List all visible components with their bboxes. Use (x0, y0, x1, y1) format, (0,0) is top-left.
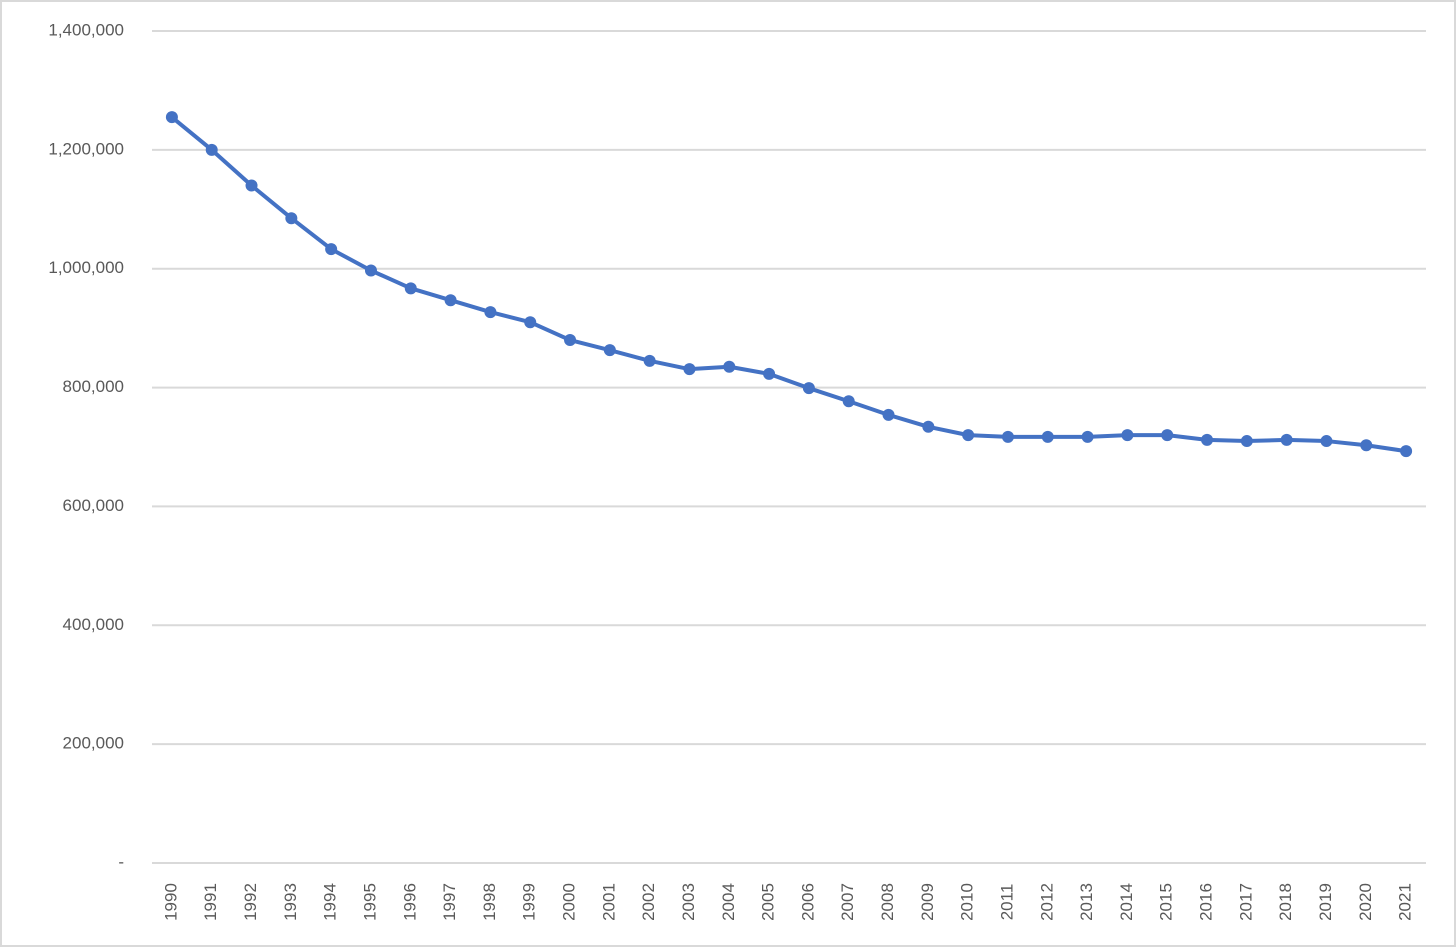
x-tick-label: 1993 (281, 883, 300, 921)
data-point (1280, 433, 1293, 446)
data-point (564, 334, 577, 347)
x-tick-label: 2021 (1396, 883, 1415, 921)
y-tick-label: 600,000 (63, 496, 124, 515)
x-tick-label: 2006 (798, 883, 817, 921)
data-point (1360, 439, 1373, 452)
x-tick-label: 2017 (1236, 883, 1255, 921)
x-tick-label: 2013 (1077, 883, 1096, 921)
data-point (763, 367, 776, 380)
data-point (205, 143, 218, 156)
data-point (1201, 433, 1214, 446)
x-tick-label: 1994 (321, 883, 340, 921)
data-point (802, 382, 815, 395)
data-point (1001, 430, 1014, 443)
x-tick-label: 1995 (360, 883, 379, 921)
data-point (245, 179, 258, 192)
data-point (1320, 435, 1333, 448)
data-point (285, 212, 298, 225)
x-tick-label: 2016 (1197, 883, 1216, 921)
x-tick-label: 1996 (400, 883, 419, 921)
data-point (165, 111, 178, 124)
x-tick-label: 2011 (997, 884, 1016, 921)
y-tick-label: 1,200,000 (48, 139, 124, 158)
data-point (444, 294, 457, 307)
data-point (404, 282, 417, 295)
data-point (1400, 445, 1413, 458)
x-tick-label: 2005 (759, 883, 778, 921)
data-point (1041, 430, 1054, 443)
x-tick-label: 1991 (201, 883, 220, 921)
data-point (1240, 435, 1253, 448)
x-tick-label: 1998 (480, 883, 499, 921)
data-point (524, 316, 537, 329)
x-tick-label: 2015 (1157, 883, 1176, 921)
x-tick-label: 2008 (878, 883, 897, 921)
data-point (683, 363, 696, 376)
x-tick-label: 1997 (440, 883, 459, 921)
data-point (1161, 429, 1174, 442)
x-tick-label: 1999 (520, 883, 539, 921)
x-tick-label: 2010 (958, 883, 977, 921)
data-point (1121, 429, 1134, 442)
data-point (325, 243, 338, 256)
x-tick-label: 1990 (161, 883, 180, 921)
data-point (723, 360, 736, 373)
y-tick-label: 200,000 (63, 734, 124, 753)
x-tick-label: 2002 (639, 883, 658, 921)
y-tick-label: 800,000 (63, 377, 124, 396)
data-point (1081, 430, 1094, 443)
data-point (882, 408, 895, 421)
y-tick-label: 400,000 (63, 615, 124, 634)
x-tick-label: 2012 (1037, 883, 1056, 921)
x-tick-label: 1992 (241, 883, 260, 921)
x-tick-label: 2018 (1276, 883, 1295, 921)
data-point (922, 420, 935, 433)
x-tick-label: 2009 (918, 883, 937, 921)
y-tick-label: 1,400,000 (48, 20, 124, 39)
data-point (484, 306, 497, 319)
x-tick-label: 2019 (1316, 883, 1335, 921)
y-tick-label: - (118, 852, 124, 871)
data-point (643, 354, 656, 367)
x-tick-label: 2003 (679, 883, 698, 921)
y-tick-label: 1,000,000 (48, 258, 124, 277)
x-tick-label: 2000 (560, 883, 579, 921)
x-tick-label: 2014 (1117, 883, 1136, 921)
data-point (603, 344, 616, 357)
x-tick-label: 2007 (838, 883, 857, 921)
data-point (364, 264, 377, 277)
data-point (842, 395, 855, 408)
x-tick-label: 2001 (599, 883, 618, 921)
data-point (962, 429, 975, 442)
x-tick-label: 2020 (1356, 883, 1375, 921)
data-line (170, 115, 1407, 454)
x-tick-label: 2004 (719, 883, 738, 921)
